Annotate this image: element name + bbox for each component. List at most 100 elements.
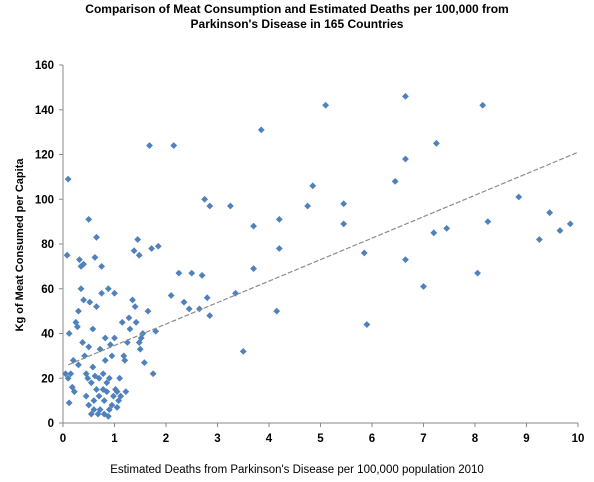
- data-point: [391, 177, 399, 185]
- y-tick-label: 140: [35, 105, 54, 117]
- y-tick-label: 20: [41, 373, 54, 385]
- data-point: [130, 247, 138, 255]
- data-point: [122, 388, 130, 396]
- data-point: [96, 345, 104, 353]
- data-point: [360, 249, 368, 257]
- data-point: [322, 101, 330, 109]
- data-point: [105, 406, 113, 413]
- data-point: [91, 254, 99, 261]
- data-point: [474, 269, 481, 277]
- data-point: [89, 325, 97, 333]
- data-point: [275, 215, 283, 223]
- data-point: [140, 359, 148, 366]
- data-point: [185, 305, 193, 313]
- data-point: [93, 303, 100, 311]
- axes: [59, 64, 579, 427]
- data-point: [72, 318, 80, 326]
- data-point: [96, 406, 104, 413]
- x-axis-label: Estimated Deaths from Parkinson's Diseas…: [110, 464, 484, 476]
- y-tick-label: 100: [35, 194, 54, 206]
- data-point: [93, 233, 100, 241]
- data-point: [87, 379, 95, 387]
- data-point: [149, 370, 157, 378]
- data-point: [167, 292, 175, 299]
- data-point: [98, 289, 106, 297]
- data-point: [120, 352, 128, 360]
- data-point: [103, 388, 111, 396]
- x-tick-label: 5: [317, 433, 324, 445]
- data-point: [250, 265, 257, 273]
- data-point: [136, 345, 144, 353]
- data-point: [104, 412, 112, 420]
- data-point: [84, 374, 92, 382]
- data-point: [121, 356, 129, 364]
- data-point: [81, 352, 89, 360]
- data-point: [273, 307, 281, 315]
- data-point: [148, 245, 155, 252]
- data-point: [90, 397, 98, 405]
- data-point: [95, 374, 103, 382]
- data-point: [63, 251, 71, 259]
- data-point: [67, 370, 75, 378]
- y-tick-label: 40: [41, 329, 54, 341]
- data-point: [80, 260, 87, 268]
- data-point: [104, 285, 112, 293]
- data-point: [118, 318, 126, 326]
- chart-title-line2: Parkinson's Disease in 165 Countries: [190, 17, 404, 31]
- data-point: [402, 155, 409, 163]
- data-point: [113, 388, 121, 396]
- x-tick-label: 1: [111, 433, 118, 445]
- data-point: [89, 363, 97, 371]
- data-point: [115, 397, 123, 405]
- data-point: [99, 386, 107, 393]
- data-point: [95, 392, 103, 400]
- data-point: [64, 374, 72, 382]
- data-point: [154, 242, 162, 250]
- data-point: [135, 251, 143, 259]
- data-point: [100, 397, 108, 405]
- data-point: [546, 209, 554, 217]
- data-point: [113, 403, 121, 411]
- data-point: [239, 348, 247, 355]
- x-tick-label: 9: [523, 433, 529, 445]
- data-point: [90, 406, 98, 413]
- y-tick-label: 120: [35, 150, 54, 162]
- data-point: [69, 356, 77, 364]
- data-point: [85, 215, 93, 223]
- chart-title: Comparison of Meat Consumption and Estim…: [0, 2, 594, 32]
- data-point: [75, 307, 82, 315]
- data-point: [340, 220, 348, 228]
- data-point: [340, 200, 348, 208]
- data-point: [402, 92, 409, 100]
- x-tick-label: 2: [163, 433, 169, 445]
- data-point: [75, 361, 82, 369]
- data-point: [93, 386, 100, 393]
- data-point: [74, 323, 81, 331]
- data-point: [309, 182, 317, 190]
- data-point: [257, 126, 265, 134]
- data-points: [62, 92, 574, 420]
- chart-title-line1: Comparison of Meat Consumption and Estim…: [85, 2, 509, 16]
- data-point: [65, 399, 73, 407]
- data-point: [180, 298, 188, 306]
- data-point: [275, 245, 283, 252]
- data-point: [99, 370, 107, 378]
- data-point: [131, 303, 139, 311]
- data-point: [86, 298, 94, 306]
- data-point: [363, 321, 371, 328]
- data-point: [304, 202, 312, 210]
- data-point: [420, 283, 427, 290]
- data-point: [100, 410, 108, 418]
- x-tick-label: 0: [60, 433, 66, 445]
- data-point: [188, 269, 196, 277]
- data-point: [76, 256, 83, 264]
- data-point: [432, 139, 440, 147]
- data-point: [125, 314, 133, 322]
- data-point: [116, 374, 124, 382]
- data-point: [144, 307, 152, 315]
- data-point: [65, 330, 73, 337]
- data-point: [82, 392, 90, 400]
- data-point: [77, 285, 85, 293]
